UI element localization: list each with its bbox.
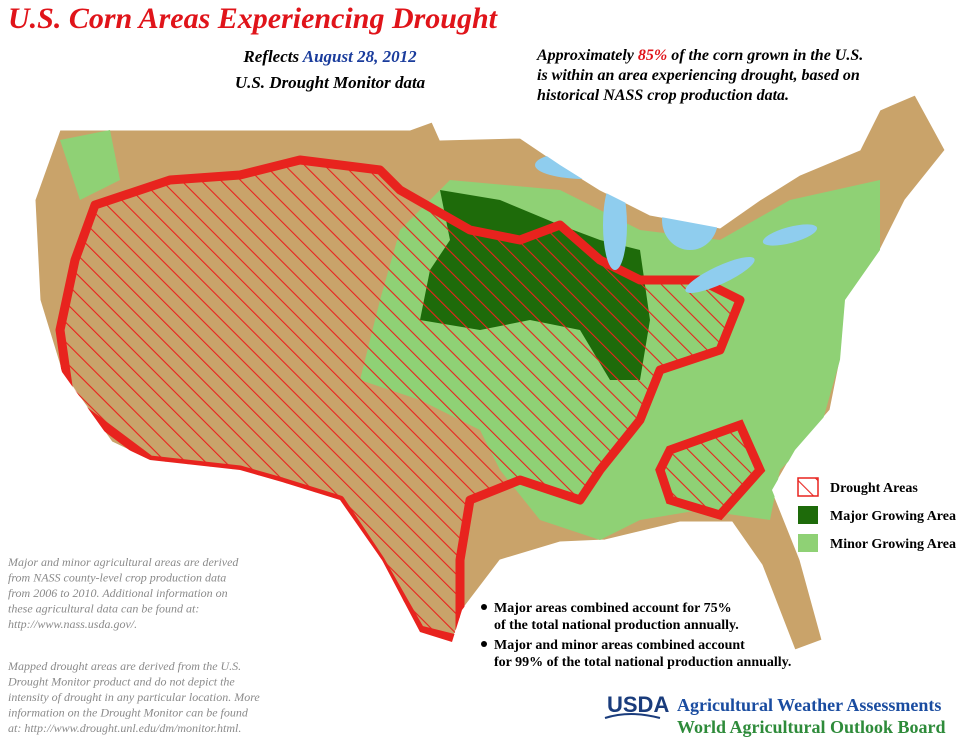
footer-line1: Agricultural Weather Assessments <box>677 695 941 715</box>
title: U.S. Corn Areas Experiencing Drought <box>8 2 499 35</box>
bullet-dot <box>481 641 487 647</box>
drought-area <box>655 419 766 521</box>
note-line: information on the Drought Monitor can b… <box>8 706 249 720</box>
legend-swatch <box>797 477 819 497</box>
bullet-line: of the total national production annuall… <box>494 618 739 633</box>
legend-swatch <box>798 534 818 552</box>
bullets: Major areas combined account for 75% of t… <box>481 601 791 670</box>
reflects-line2: U.S. Drought Monitor data <box>235 73 426 92</box>
note-line: http://www.nass.usda.gov/. <box>8 617 137 631</box>
legend-label: Major Growing Area <box>830 509 956 524</box>
lake-huron <box>662 190 718 250</box>
lake-erie <box>685 256 755 294</box>
minor-growing-area <box>60 130 120 200</box>
summary-prefix: Approximately <box>536 47 635 64</box>
drought-area <box>55 155 745 645</box>
summary-line2: is within an area experiencing drought, … <box>537 67 860 84</box>
lake-superior <box>535 151 635 179</box>
summary-rest: of the corn grown in the U.S. <box>671 47 863 64</box>
logo-swoosh <box>604 713 661 719</box>
note-line: Major and minor agricultural areas are d… <box>7 555 239 569</box>
note-line: from 2006 to 2010. Additional informatio… <box>8 586 228 600</box>
note-line: these agricultural data can be found at: <box>8 602 199 616</box>
note-line: from NASS county-level crop production d… <box>8 571 226 585</box>
lake-michigan <box>603 180 627 270</box>
legend: Drought Areas Major Growing Area Minor Gro… <box>797 477 956 552</box>
note-line: Drought Monitor product and do not depic… <box>7 675 235 689</box>
bullet-line: for 99% of the total national production… <box>494 655 791 670</box>
reflects-prefix: Reflects <box>242 47 299 66</box>
lake-ontario <box>762 224 818 246</box>
reflects: Reflects August 28, 2012 <box>242 47 417 66</box>
summary-percent: 85% <box>638 47 667 64</box>
summary-line3: historical NASS crop production data. <box>537 87 789 104</box>
legend-label: Minor Growing Area <box>830 537 956 552</box>
summary-line1: Approximately 85% of the corn grown in t… <box>536 47 863 64</box>
note-line: at: http://www.drought.unl.edu/dm/monito… <box>8 721 241 735</box>
bullet-line: Major and minor areas combined account <box>494 638 745 653</box>
legend-label: Drought Areas <box>830 481 918 496</box>
reflects-date: August 28, 2012 <box>302 47 417 66</box>
legend-swatch <box>798 506 818 524</box>
note-line: Mapped drought areas are derived from th… <box>7 659 241 673</box>
bullet-line: Major areas combined account for 75% <box>494 601 732 616</box>
note-line: intensity of drought in any particular l… <box>8 690 260 704</box>
notes: Major and minor agricultural areas are d… <box>7 555 260 735</box>
bullet-dot <box>481 604 487 610</box>
usda-logo: USDA <box>607 692 669 717</box>
footer-line2: World Agricultural Outlook Board <box>677 717 946 737</box>
map <box>34 94 946 651</box>
